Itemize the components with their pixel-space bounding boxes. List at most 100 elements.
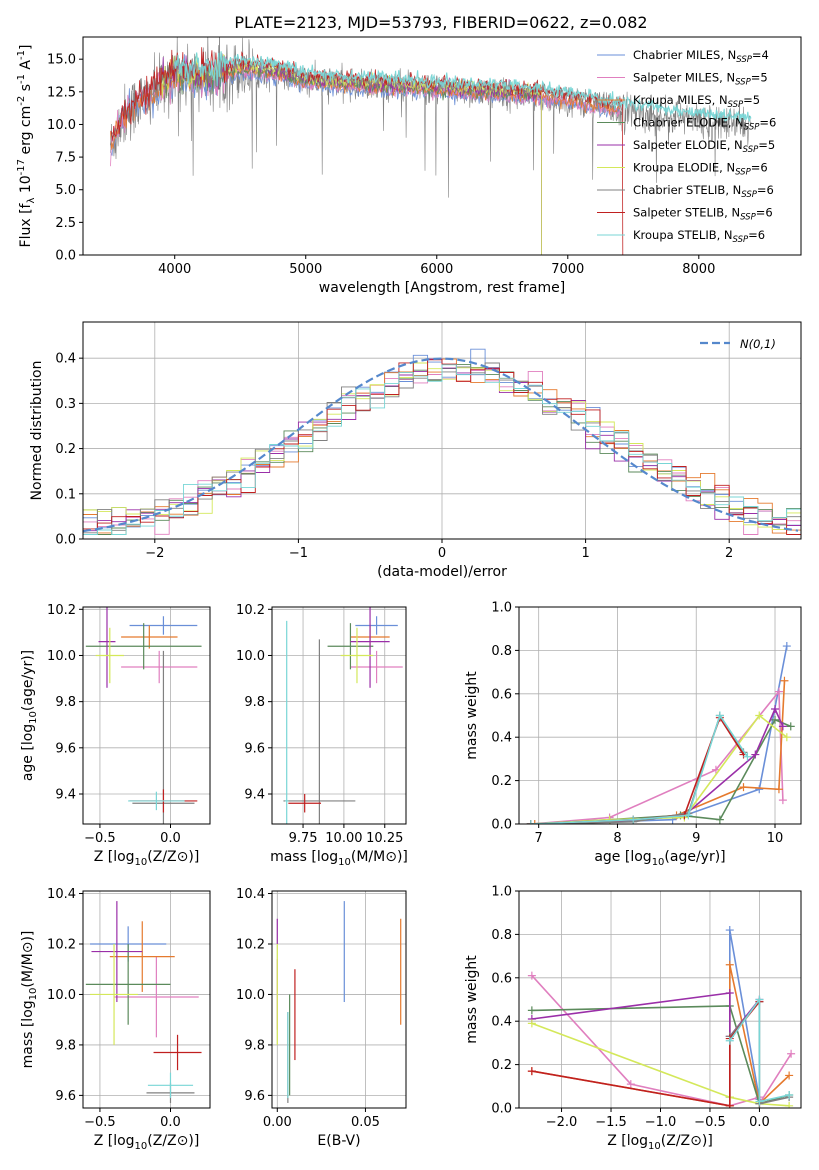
mass-weight-marker: [725, 988, 734, 997]
x-tick-label: −1.5: [595, 1115, 627, 1130]
residual-histogram-series: [83, 364, 801, 535]
x-tick-label: −1: [289, 546, 308, 561]
mass-weight-marker: [778, 796, 787, 805]
y-tick-label: 10.4: [47, 887, 76, 902]
x-tick-label: 6000: [420, 262, 453, 277]
y-tick-label: 0.0: [55, 533, 76, 548]
mass-weight-series-line: [531, 1001, 761, 1107]
y-tick-label: 0.0: [55, 249, 76, 264]
mass-weight-marker: [725, 960, 734, 969]
x-tick-label: 0.0: [749, 1115, 770, 1130]
error-bar-point: [283, 639, 356, 824]
x-tick-label: 0.0: [160, 831, 181, 846]
y-tick-label: 10.4: [236, 887, 265, 902]
x-tick-label: 2: [725, 546, 733, 561]
error-bar-point: [121, 650, 198, 684]
y-tick-label: 0.8: [491, 644, 512, 659]
mass-weight-series-line: [531, 1022, 790, 1107]
mass-weight-series-line: [530, 715, 745, 824]
error-bar-point: [109, 921, 175, 992]
y-tick-label: 9.8: [244, 1038, 265, 1053]
legend-entry: Kroupa ELODIE, NSSP=6: [633, 161, 768, 178]
mass-weight-marker: [684, 811, 693, 820]
gaussian-curve: [83, 357, 799, 533]
legend-entry: Salpeter MILES, NSSP=5: [633, 71, 768, 88]
mass-weight-marker: [527, 1019, 536, 1028]
x-tick-label: 7000: [551, 262, 584, 277]
plot-area: [110, 37, 752, 255]
y-tick-label: 0.2: [491, 1058, 512, 1073]
mass-weight-marker: [626, 1080, 635, 1089]
y-tick-label: 9.4: [55, 787, 76, 802]
y-tick-label: 9.8: [244, 695, 265, 710]
y-tick-label: 10.2: [47, 937, 76, 952]
axes-frame: [271, 890, 407, 1109]
plot-area: [283, 607, 403, 824]
x-tick-label: 4000: [158, 262, 191, 277]
error-bar-point: [147, 1072, 194, 1098]
mass-weight-marker: [755, 785, 764, 794]
plot-area: [85, 901, 202, 1103]
legend-entry: Salpeter STELIB, NSSP=6: [633, 206, 773, 223]
mass-weight-series-line: [729, 997, 790, 1103]
y-tick-label: 7.5: [55, 151, 76, 166]
error-bar-point: [114, 956, 199, 1038]
x-tick-label: 0: [438, 546, 446, 561]
y-tick-label: 9.6: [55, 1089, 76, 1104]
y-axis-label: mass weight: [464, 955, 480, 1044]
axes-frame: [82, 36, 802, 256]
y-tick-label: 15.0: [47, 53, 76, 68]
y-tick-label: 5.0: [55, 183, 76, 198]
y-tick-label: 0.4: [491, 1015, 512, 1030]
mass-weight-marker: [527, 971, 536, 980]
mass-weight-marker: [778, 722, 787, 731]
x-tick-label: −1.0: [645, 1115, 677, 1130]
x-tick-label: −2: [145, 546, 164, 561]
error-bar-point: [121, 625, 178, 649]
mass-weight-marker: [774, 785, 783, 794]
mass-weight-series-line: [531, 992, 761, 1039]
legend-entry: Kroupa MILES, NSSP=5: [633, 93, 760, 110]
x-axis-label: E(B-V): [317, 1133, 360, 1149]
mass-weight-marker: [782, 642, 791, 651]
age-vs-metallicity-panel: −0.5 0.0 9.4 9.6 9.8 10.0 10.2 Z [log10(Z/Z⊙)] a…: [20, 603, 211, 868]
x-tick-label: −0.5: [694, 1115, 726, 1130]
mass-vs-metallicity-panel: −0.5 0.0 9.6 9.8 10.0 10.2 10.4 Z [log10(Z/Z⊙)]…: [20, 887, 211, 1152]
error-bar-point: [129, 616, 198, 635]
mass-weight-marker: [774, 687, 783, 696]
error-bar-point: [285, 620, 289, 824]
y-tick-label: 10.0: [47, 988, 76, 1003]
mass-weight-marker: [739, 783, 748, 792]
plot-area: [526, 642, 795, 824]
mass-weight-marker: [715, 815, 724, 824]
mass-weight-series-line: [531, 1005, 790, 1105]
plot-area: [83, 348, 801, 535]
y-tick-label: 0.0: [491, 1102, 512, 1117]
x-axis-label: age [log10(age/yr)]: [594, 849, 725, 868]
x-tick-label: 8: [613, 831, 621, 846]
error-bar-point: [355, 616, 398, 635]
age-vs-mass-panel: 9.75 10.00 10.25 9.4 9.6 9.8 10.0 10.2 mass [log…: [236, 603, 408, 868]
mass-weight-marker: [715, 711, 724, 720]
mass-weight-marker: [785, 1090, 794, 1099]
x-tick-label: 9: [692, 831, 700, 846]
residuals-panel: −2 −1 0 1 2 0.0 0.1 0.2 0.3 0.4 (data-model)/error…: [29, 321, 802, 580]
mass-weight-marker: [786, 722, 795, 731]
plot-area: [527, 926, 796, 1108]
mass-weight-series-line: [530, 689, 784, 824]
x-tick-label: −0.5: [84, 1115, 116, 1130]
error-bar-point: [340, 627, 374, 684]
massweight-vs-metallicity-panel: −2.0 −1.5 −1.0 −0.5 0.0 0.0 0.2 0.4 0.6 0.8 1.0 Z […: [464, 885, 802, 1152]
x-tick-label: 10: [767, 831, 784, 846]
mass-weight-marker: [771, 715, 780, 724]
y-tick-label: 0.6: [491, 687, 512, 702]
plot-area: [85, 607, 202, 824]
axes-frame: [271, 606, 407, 825]
mass-weight-marker: [751, 750, 760, 759]
y-tick-label: 9.6: [244, 1089, 265, 1104]
y-tick-label: 9.8: [55, 1038, 76, 1053]
y-tick-label: 10.0: [47, 118, 76, 133]
y-axis-label: mass [log10(M/M⊙)]: [20, 931, 39, 1069]
mass-weight-marker: [755, 1097, 764, 1106]
